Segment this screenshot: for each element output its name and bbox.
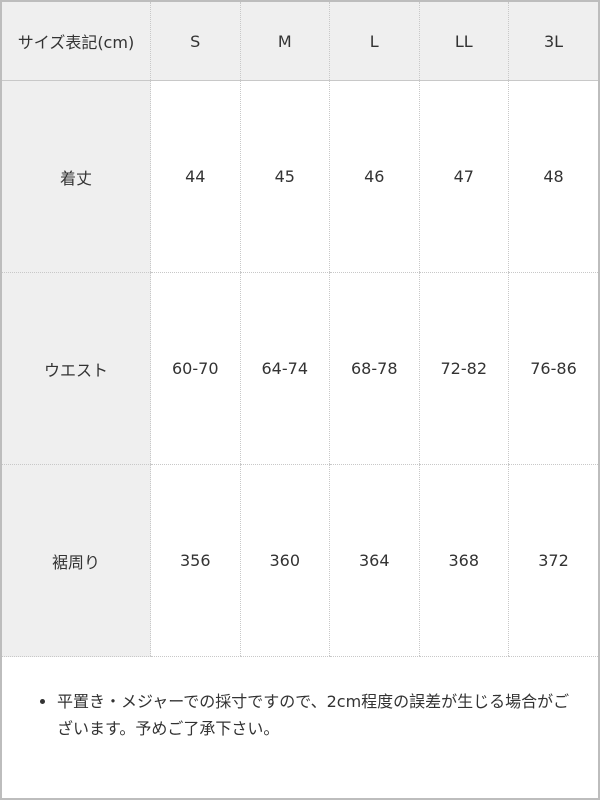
table-row: 裾周り 356 360 364 368 372 <box>2 464 598 657</box>
table-cell: 46 <box>329 80 419 273</box>
table-cell: 47 <box>418 80 509 273</box>
header-cell: 3L <box>508 2 598 81</box>
table-cell: 45 <box>239 80 330 273</box>
row-label: 着丈 <box>2 80 151 273</box>
table-cell: 368 <box>418 464 509 657</box>
size-table: サイズ表記(cm) S M L LL 3L 着丈 44 45 46 47 48 … <box>2 2 598 657</box>
table-cell: 360 <box>239 464 330 657</box>
table-cell: 48 <box>508 80 598 273</box>
table-header-row: サイズ表記(cm) S M L LL 3L <box>2 2 598 81</box>
header-cell: LL <box>418 2 509 81</box>
row-label: ウエスト <box>2 272 151 465</box>
table-row: ウエスト 60-70 64-74 68-78 72-82 76-86 <box>2 272 598 465</box>
table-cell: 76-86 <box>508 272 598 465</box>
table-cell: 64-74 <box>239 272 330 465</box>
table-row: 着丈 44 45 46 47 48 <box>2 80 598 273</box>
table-cell: 44 <box>150 80 240 273</box>
table-cell: 72-82 <box>418 272 509 465</box>
table-cell: 68-78 <box>329 272 419 465</box>
table-cell: 60-70 <box>150 272 240 465</box>
measurement-note: 平置き・メジャーでの採寸ですので、2cm程度の誤差が生じる場合がございます。予め… <box>40 688 580 742</box>
table-cell: 356 <box>150 464 240 657</box>
header-cell: サイズ表記(cm) <box>2 2 151 81</box>
table-cell: 364 <box>329 464 419 657</box>
table-cell: 372 <box>508 464 598 657</box>
row-label: 裾周り <box>2 464 151 657</box>
note-item: 平置き・メジャーでの採寸ですので、2cm程度の誤差が生じる場合がございます。予め… <box>57 688 580 742</box>
header-cell: S <box>150 2 240 81</box>
header-cell: L <box>329 2 419 81</box>
header-cell: M <box>239 2 330 81</box>
